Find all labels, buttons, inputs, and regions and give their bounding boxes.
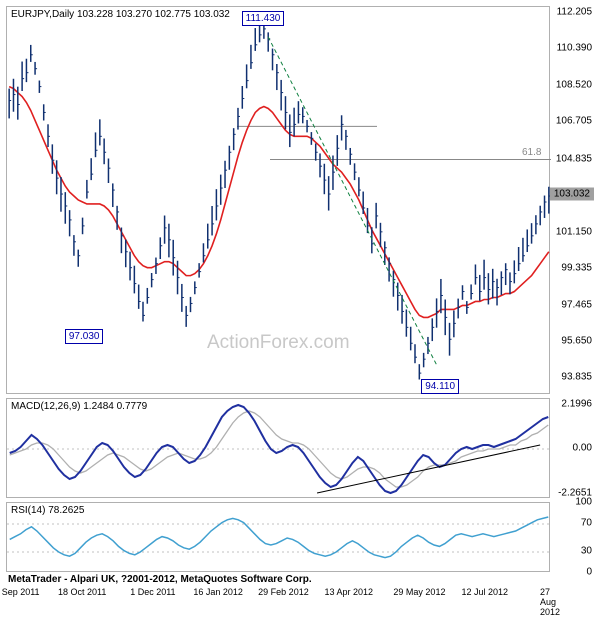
xtick-label: 29 May 2012 xyxy=(393,587,445,597)
ytick-label: 93.835 xyxy=(561,372,592,383)
ytick-label: 30 xyxy=(581,546,592,557)
time-xaxis: 2 Sep 201118 Oct 20111 Dec 201116 Jan 20… xyxy=(6,587,550,605)
ytick-label: 70 xyxy=(581,518,592,529)
price-annotation: 94.110 xyxy=(421,379,459,394)
ytick-label: 97.465 xyxy=(561,300,592,311)
ytick-label: 0 xyxy=(586,567,592,578)
xtick-label: 18 Oct 2011 xyxy=(58,587,106,597)
ytick-label: 101.150 xyxy=(556,226,592,237)
price-annotation: 97.030 xyxy=(65,329,104,344)
ytick-label: 108.520 xyxy=(556,80,592,91)
xtick-label: 12 Jul 2012 xyxy=(461,587,508,597)
ytick-label: 0.00 xyxy=(573,443,592,454)
ytick-label: 99.335 xyxy=(561,262,592,273)
xtick-label: 2 Sep 2011 xyxy=(0,587,40,597)
xtick-label: 1 Dec 2011 xyxy=(130,587,175,597)
price-annotation: 111.430 xyxy=(242,11,285,26)
rsi-title: RSI(14) 78.2625 xyxy=(11,505,84,516)
ytick-label: 110.390 xyxy=(557,42,592,53)
macd-title: MACD(12,26,9) 1.2484 0.7779 xyxy=(11,401,147,412)
xtick-label: 16 Jan 2012 xyxy=(193,587,243,597)
ytick-label: 106.705 xyxy=(556,116,592,127)
footer-text: MetaTrader - Alpari UK, ?2001-2012, Meta… xyxy=(8,574,312,578)
xtick-label: 13 Apr 2012 xyxy=(324,587,373,597)
ytick-label: 95.650 xyxy=(561,336,592,347)
macd-panel: MACD(12,26,9) 1.2484 0.7779 xyxy=(6,398,550,498)
rsi-yaxis: 10070300 xyxy=(550,502,594,572)
chart-container: EURJPY,Daily 103.228 103.270 102.775 103… xyxy=(0,0,600,600)
macd-yaxis: 2.19960.00-2.2651 xyxy=(550,398,594,498)
xtick-label: 27 Aug 2012 xyxy=(540,587,560,617)
symbol-title: EURJPY,Daily 103.228 103.270 102.775 103… xyxy=(11,9,230,20)
ytick-label: 104.835 xyxy=(556,153,592,164)
xtick-label: 29 Feb 2012 xyxy=(258,587,309,597)
macd-chart xyxy=(7,399,551,499)
ytick-label: 112.205 xyxy=(557,6,592,17)
ytick-label: 2.1996 xyxy=(561,399,592,410)
rsi-chart xyxy=(7,503,551,573)
current-price-tag: 103.032 xyxy=(550,188,594,201)
fib-label: 61.8 xyxy=(522,147,541,158)
rsi-panel: RSI(14) 78.2625 xyxy=(6,502,550,572)
ytick-label: 100 xyxy=(575,497,592,508)
price-yaxis: 112.205 110.390 108.520 106.705 104.835 103.0… xyxy=(550,6,594,394)
